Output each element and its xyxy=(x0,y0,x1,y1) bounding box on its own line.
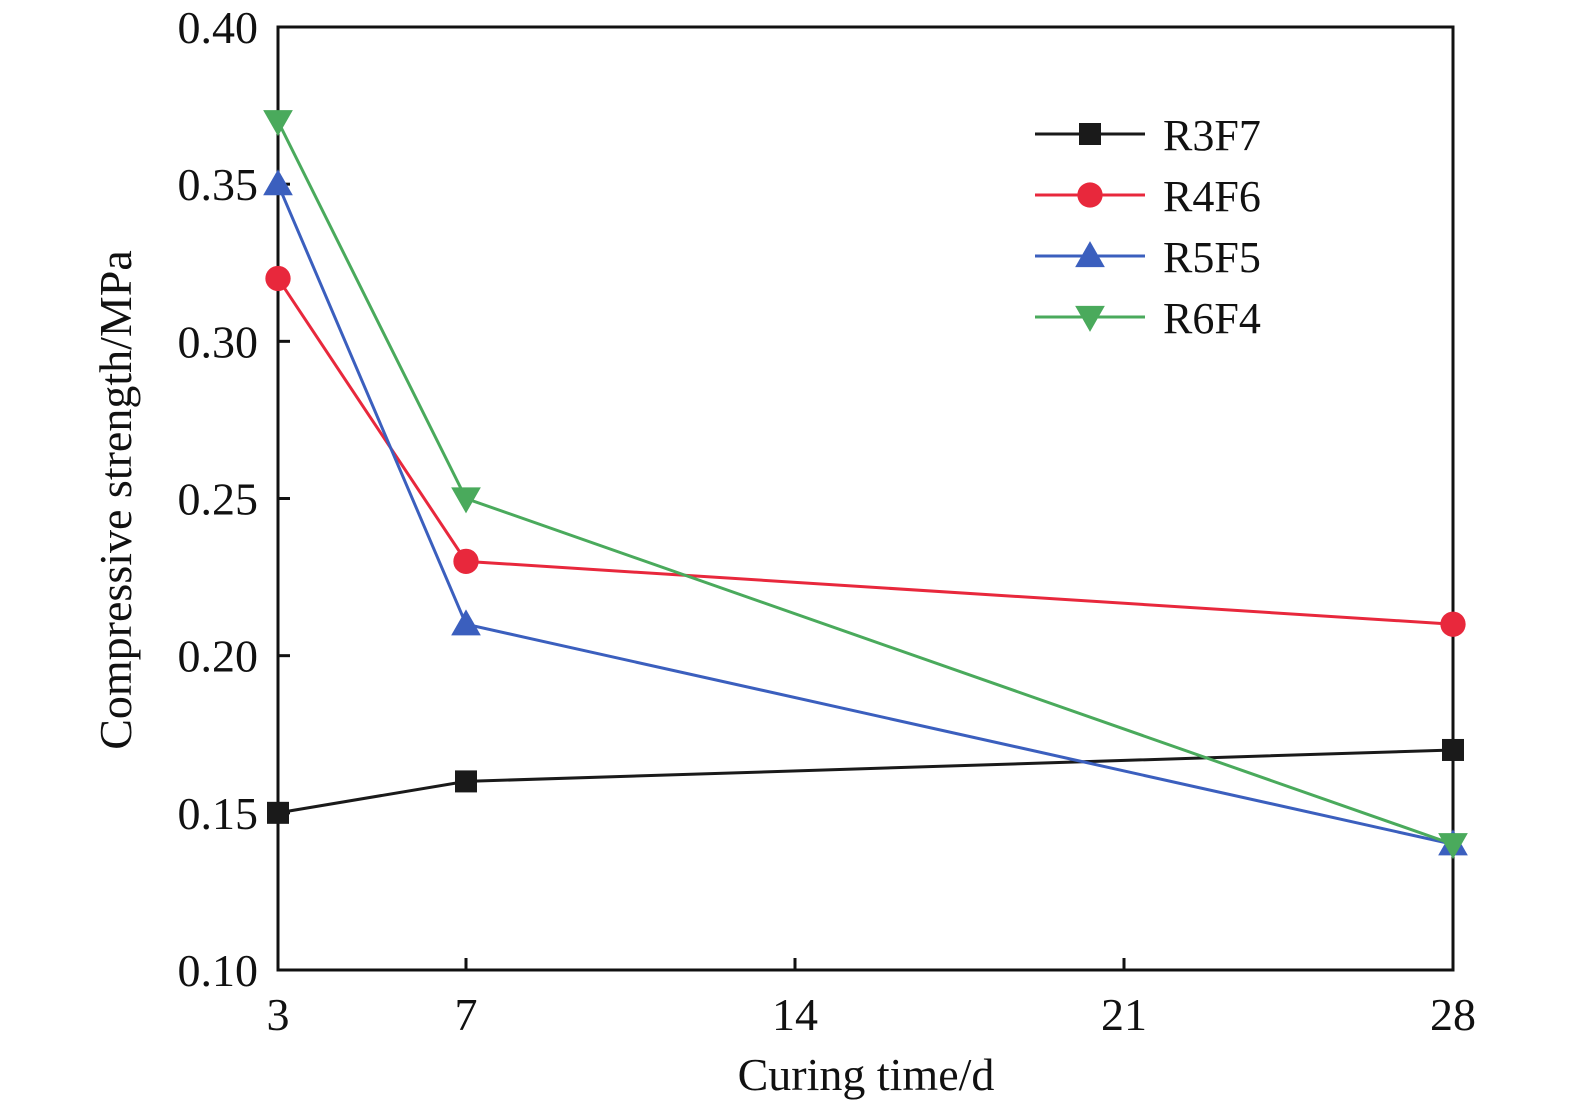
data-point xyxy=(265,265,291,292)
data-point xyxy=(267,801,289,824)
y-tick-label: 0.25 xyxy=(178,474,259,525)
x-tick-label: 3 xyxy=(267,989,290,1040)
data-point xyxy=(1442,738,1464,761)
x-axis-title: Curing time/d xyxy=(738,1049,995,1100)
data-point xyxy=(453,548,479,575)
x-tick-label: 28 xyxy=(1430,989,1476,1040)
legend-marker xyxy=(1075,305,1105,332)
y-tick-label: 0.30 xyxy=(178,316,259,367)
y-tick-label: 0.40 xyxy=(178,2,259,53)
series-R4F6 xyxy=(265,265,1466,637)
x-tick-label: 14 xyxy=(772,989,818,1040)
data-point xyxy=(263,169,293,196)
series-layer xyxy=(263,110,1468,860)
legend-item-R4F6: R4F6 xyxy=(1035,172,1261,221)
legend-label: R4F6 xyxy=(1163,172,1261,221)
y-axis: 0.10 0.15 0.20 0.25 0.30 0.35 0.40 xyxy=(178,2,290,996)
legend: R3F7 R4F6 R5F5 R6F4 xyxy=(1035,111,1261,343)
y-axis-title: Compressive strength/MPa xyxy=(90,250,141,750)
series-R6F4 xyxy=(263,110,1468,860)
legend-marker xyxy=(1077,182,1103,208)
x-tick-label: 7 xyxy=(455,989,478,1040)
legend-marker xyxy=(1075,241,1105,268)
data-point xyxy=(1440,611,1466,637)
legend-item-R3F7: R3F7 xyxy=(1035,111,1261,160)
data-point xyxy=(455,770,477,793)
legend-item-R5F5: R5F5 xyxy=(1035,233,1261,282)
legend-label: R5F5 xyxy=(1163,233,1261,282)
legend-marker xyxy=(1079,123,1101,145)
x-axis: 3 7 14 21 28 xyxy=(267,958,1476,1040)
y-tick-label: 0.35 xyxy=(178,159,259,210)
data-point xyxy=(451,609,481,636)
y-tick-label: 0.10 xyxy=(178,945,259,996)
legend-item-R6F4: R6F4 xyxy=(1035,294,1261,343)
y-tick-label: 0.20 xyxy=(178,631,259,682)
data-point xyxy=(1438,833,1468,860)
legend-label: R6F4 xyxy=(1163,294,1261,343)
x-tick-label: 21 xyxy=(1101,989,1147,1040)
data-point xyxy=(263,110,293,137)
data-point xyxy=(451,487,481,514)
y-tick-label: 0.15 xyxy=(178,788,259,839)
series-R3F7 xyxy=(267,738,1464,824)
legend-label: R3F7 xyxy=(1163,111,1261,160)
